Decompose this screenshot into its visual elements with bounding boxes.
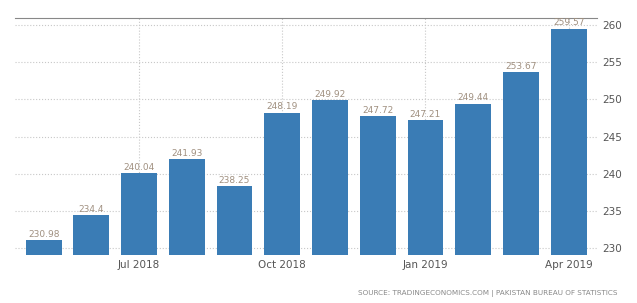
Text: 238.25: 238.25 <box>219 176 250 185</box>
Bar <box>551 29 587 255</box>
Text: 234.4: 234.4 <box>78 205 104 214</box>
Text: 247.72: 247.72 <box>362 106 393 115</box>
Text: 230.98: 230.98 <box>28 230 59 239</box>
Bar <box>121 173 157 255</box>
Text: 249.44: 249.44 <box>457 93 489 102</box>
Text: 253.67: 253.67 <box>505 62 536 71</box>
Text: 241.93: 241.93 <box>171 149 203 158</box>
Bar <box>217 186 252 255</box>
Bar <box>503 72 539 255</box>
Bar <box>169 159 204 255</box>
Bar <box>73 215 110 255</box>
Bar <box>455 104 491 255</box>
Bar <box>312 100 348 255</box>
Text: 247.21: 247.21 <box>410 110 441 119</box>
Text: 240.04: 240.04 <box>124 163 155 172</box>
Text: 259.57: 259.57 <box>553 18 584 27</box>
Bar <box>25 240 62 255</box>
Text: 249.92: 249.92 <box>315 90 346 98</box>
Bar <box>264 113 300 255</box>
Text: 248.19: 248.19 <box>266 102 298 112</box>
Bar <box>360 116 396 255</box>
Bar <box>408 120 443 255</box>
Text: SOURCE: TRADINGECONOMICS.COM | PAKISTAN BUREAU OF STATISTICS: SOURCE: TRADINGECONOMICS.COM | PAKISTAN … <box>359 290 618 297</box>
